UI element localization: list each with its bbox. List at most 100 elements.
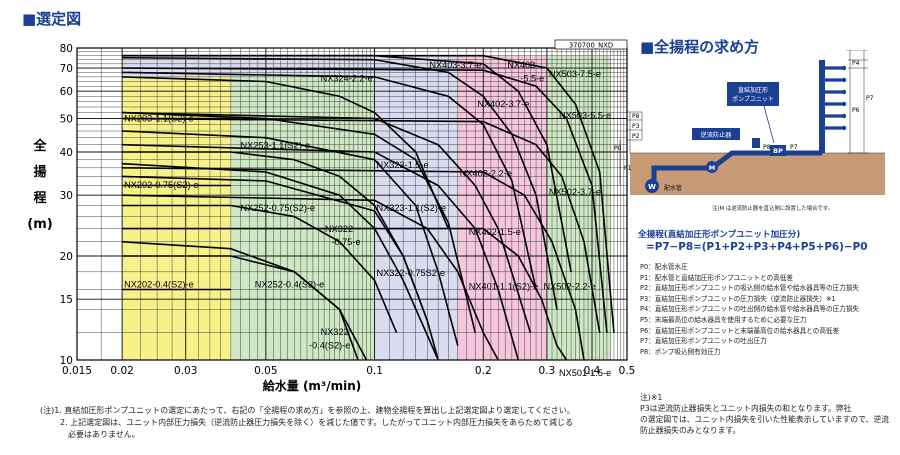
curve-label: NX402-2.2-e bbox=[460, 168, 512, 178]
x-axis-label: 給水量 (m³/min) bbox=[263, 378, 361, 393]
legend-p2: P2：直結加圧形ポンプユニットの吸込側の給水管や給水器具等の圧力損失 bbox=[640, 284, 859, 293]
meter-w-icon bbox=[645, 179, 659, 193]
svg-text:注)M は逆流防止器を直込側に設置した場合です。: 注)M は逆流防止器を直込側に設置した場合です。 bbox=[712, 204, 833, 212]
curve-NX323-1.1(S2)-e bbox=[122, 130, 459, 346]
curve-NX402-2.2-e bbox=[122, 111, 532, 333]
notes: (注)1. 直結加圧形ポンプユニットの選定にあたって、右記の「全揚程の求め方」を… bbox=[40, 405, 620, 441]
plot-frame bbox=[76, 47, 628, 361]
curve-label: -0.4(S2)-e bbox=[309, 340, 350, 350]
legend-p0: P0：配水管水圧 bbox=[640, 263, 688, 271]
curve-NX401-1.1(S2)-e bbox=[122, 194, 499, 361]
backflow-preventer-icon bbox=[752, 138, 760, 148]
curve-NX503-7.5-e bbox=[122, 54, 615, 333]
x-tick-label: 0.5 bbox=[619, 365, 636, 377]
svg-text:P0: P0 bbox=[614, 145, 622, 152]
y-tick-label: 15 bbox=[60, 294, 73, 306]
head-calc-section-title: ■全揚程の求め方 bbox=[640, 38, 760, 56]
y-tick-label: 80 bbox=[60, 43, 73, 55]
curve-label: -0.75-e bbox=[331, 237, 360, 247]
curve-NX322-0.4(S2)-e bbox=[122, 240, 359, 361]
curve-label: NX323-1.1(S2)-e bbox=[377, 203, 446, 213]
curve-label: NX402-3.7-e bbox=[477, 99, 529, 109]
y-tick-label: 60 bbox=[60, 86, 73, 98]
curve-NX402-3.7-e bbox=[122, 71, 537, 290]
booster-pump-icon bbox=[770, 145, 786, 156]
y-tick-label: 70 bbox=[60, 63, 73, 75]
svg-text:M: M bbox=[709, 164, 715, 172]
x-tick-label: 0.3 bbox=[539, 365, 556, 377]
curve-NX322-0.75-e bbox=[122, 162, 439, 361]
legend-p8: P8：ポンプ吸込側有効圧力 bbox=[640, 347, 721, 356]
svg-text:配水管: 配水管 bbox=[664, 184, 682, 192]
y-tick-label: 50 bbox=[60, 114, 73, 126]
ground bbox=[630, 153, 885, 195]
curve-NX403-3.7-e bbox=[122, 56, 558, 310]
y-tick-label: 40 bbox=[60, 147, 73, 159]
chart-section-title: ■選定図 bbox=[22, 10, 82, 28]
chart-code: 370700_NXD bbox=[569, 42, 613, 50]
legend-p1: P1：配水管と直結加圧形ポンプユニットとの高低差 bbox=[640, 273, 793, 282]
head-diagram: W 配水管 M BP 逆流防止器 直結加圧形 ポンプユニット P8 P7 P5 … bbox=[614, 50, 885, 212]
legend-p3: P3：直結加圧形ポンプユニットの圧力損失（逆流防止器損失）※1 bbox=[640, 294, 836, 303]
svg-text:W: W bbox=[648, 183, 656, 191]
y-tick-label: 20 bbox=[60, 251, 73, 263]
y-axis-label-part: 程 bbox=[33, 191, 46, 206]
svg-text:P8: P8 bbox=[632, 113, 640, 120]
y-axis-label-part: 揚 bbox=[33, 164, 46, 180]
svg-text:P7: P7 bbox=[790, 144, 798, 151]
region-0 bbox=[122, 76, 231, 361]
svg-text:P4: P4 bbox=[852, 60, 860, 67]
curve-label: NX323-1.5-e bbox=[377, 160, 429, 170]
curve-label: NX252-0.4(S2)-e bbox=[255, 280, 324, 290]
y-axis-label-part: 全 bbox=[32, 138, 47, 154]
legend-p7: P7：直結加圧形ポンプユニットの吐出圧力 bbox=[640, 337, 767, 346]
legend-list: P0：配水管水圧 P1：配水管と直結加圧形ポンプユニットとの高低差 P2：直結加… bbox=[640, 262, 859, 357]
curve-label: -5.5-e bbox=[520, 73, 544, 83]
curve-label: NX322 bbox=[321, 327, 349, 337]
curve-label: NX401-1.1(S2)-e bbox=[469, 281, 538, 291]
svg-text:P1: P1 bbox=[624, 165, 632, 172]
curve-NX502-2.2-e bbox=[122, 167, 585, 361]
curve-NX322-0.75S2-e bbox=[122, 175, 439, 361]
svg-text:P6: P6 bbox=[852, 107, 860, 114]
supply-pipe bbox=[651, 150, 822, 183]
curve-label: NX503-7.5-e bbox=[549, 69, 601, 79]
svg-text:P8: P8 bbox=[763, 144, 771, 151]
curve-label: NX324-2.2-e bbox=[321, 73, 373, 83]
note-1: (注)1. 直結加圧形ポンプユニットの選定にあたって、右記の「全揚程の求め方」を… bbox=[40, 406, 575, 415]
x-tick-label: 0.03 bbox=[174, 365, 197, 377]
chart-axes: 0.015 0.02 0.03 0.05 0.1 0.2 0.3 0.4 0.5 10 15 20 30… bbox=[27, 39, 636, 393]
y-axis-label-part: (m) bbox=[27, 217, 52, 232]
curve-label: NX403-3.7-e bbox=[429, 60, 481, 70]
curve-label: NX503-5.5-e bbox=[559, 111, 611, 121]
footnote-3: の選定図では、ユニット内損失を引いた性能表示していますので、逆流防止器損失のみと… bbox=[640, 415, 889, 435]
curve-label: NX501-1.5-e bbox=[559, 368, 611, 378]
x-tick-label: 0.4 bbox=[584, 365, 601, 377]
x-tick-label: 0.015 bbox=[62, 365, 92, 377]
svg-text:BP: BP bbox=[773, 147, 783, 155]
x-tick-label: 0.1 bbox=[366, 365, 383, 377]
curve-label: NX203-1.1(S2)-e bbox=[124, 114, 193, 124]
curve-label: NX322-0.75S2-e bbox=[377, 268, 445, 278]
y-tick-label: 30 bbox=[60, 190, 73, 202]
svg-text:P2: P2 bbox=[632, 133, 640, 140]
region-2 bbox=[122, 55, 375, 77]
x-tick-label: 0.02 bbox=[110, 365, 133, 377]
formula: =P7−P8=(P1+P2+P3+P4+P5+P6)−P0 bbox=[646, 241, 868, 253]
curve-label: NX402-1.5-e bbox=[469, 227, 521, 237]
svg-text:直結加圧形: 直結加圧形 bbox=[738, 86, 768, 94]
footnote: 注)※1 P3は逆流防止器損失とユニット内損失の和となります。弊社 の選定図では… bbox=[640, 392, 895, 436]
curve-NX502-3.7-e bbox=[122, 117, 601, 333]
curve-NX323-1.5-e bbox=[122, 111, 476, 333]
y-tick-label: 10 bbox=[60, 355, 73, 367]
svg-text:逆流防止器: 逆流防止器 bbox=[701, 131, 733, 139]
curve-label: NX253-1.1(S2)-e bbox=[240, 140, 309, 150]
footnote-1: 注)※1 bbox=[640, 393, 663, 402]
curve-label: NX202-0.75(S2)-e bbox=[124, 180, 199, 190]
svg-text:P7: P7 bbox=[866, 95, 874, 102]
curve-label: NX322 bbox=[325, 224, 353, 234]
formula-title: 全揚程(直結加圧形ポンプユニット加圧分) bbox=[638, 230, 801, 240]
footnote-2: P3は逆流防止器損失とユニット内損失の和となります。弊社 bbox=[640, 404, 852, 413]
svg-text:P3: P3 bbox=[632, 123, 640, 130]
